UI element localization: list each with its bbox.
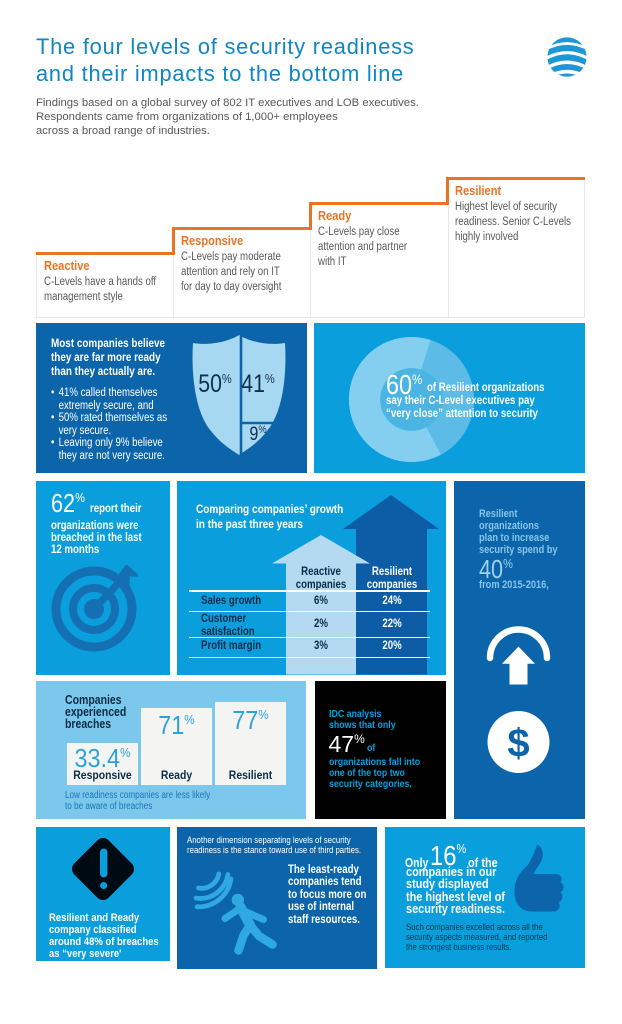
svg-text:$: $	[507, 722, 529, 766]
